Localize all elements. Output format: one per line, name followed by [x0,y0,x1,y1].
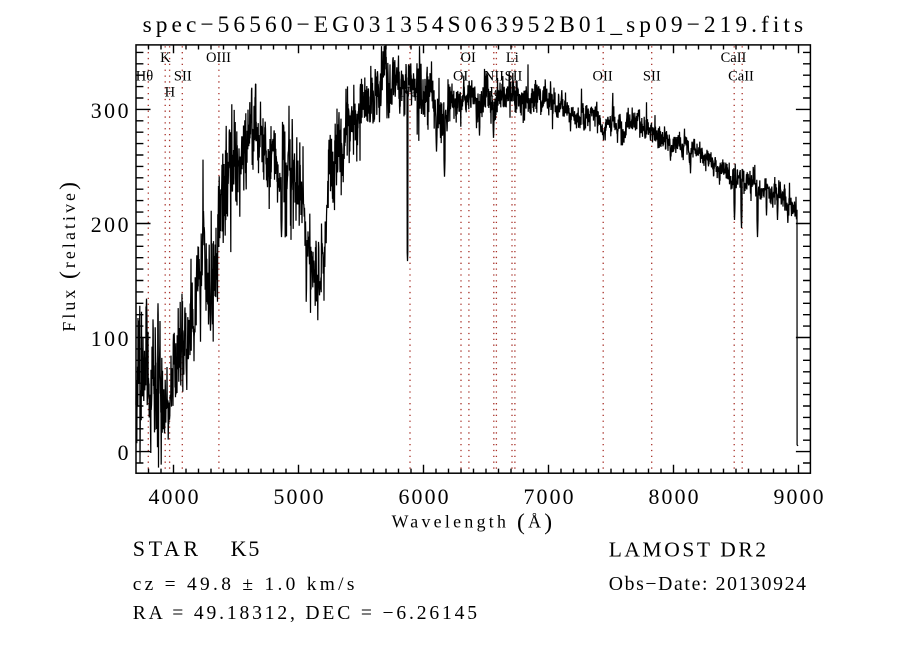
svg-text:SII: SII [174,68,192,84]
svg-text:Obs−Date: 20130924: Obs−Date: 20130924 [609,573,806,595]
svg-text:SII: SII [643,68,661,84]
svg-text:OI: OI [453,68,468,84]
svg-text:H: H [165,84,176,100]
svg-text:Na: Na [400,84,417,100]
svg-text:OII: OII [593,68,613,84]
svg-text:RA = 49.18312, DEC = −6.2614: RA = 49.18312, DEC = −6.26145 [133,603,478,624]
svg-text:Li: Li [506,50,519,66]
svg-text:300: 300 [91,99,129,123]
svg-text:CaII: CaII [721,50,747,66]
svg-text:K5: K5 [231,536,260,561]
svg-text:CaII: CaII [728,68,754,84]
svg-text:100: 100 [91,327,129,351]
svg-text:SII: SII [505,68,523,84]
svg-text:OI: OI [461,50,476,66]
svg-text:Hα: Hα [483,84,501,100]
svg-text:Flux (relative): Flux (relative) [56,182,82,332]
svg-text:cz = 49.8 ± 1.0 km/s: cz = 49.8 ± 1.0 km/s [133,574,355,595]
svg-text:200: 200 [91,213,129,237]
svg-text:NII: NII [484,68,504,84]
svg-text:STAR: STAR [133,536,199,561]
svg-text:K: K [160,50,171,66]
svg-text:OIII: OIII [206,50,231,66]
svg-text:LAMOST DR2: LAMOST DR2 [609,538,766,562]
svg-text:spec−56560−EG031354S063952B01_: spec−56560−EG031354S063952B01_sp09−219.f… [143,12,804,38]
svg-text:0: 0 [118,441,129,465]
svg-text:Hθ: Hθ [136,68,153,84]
